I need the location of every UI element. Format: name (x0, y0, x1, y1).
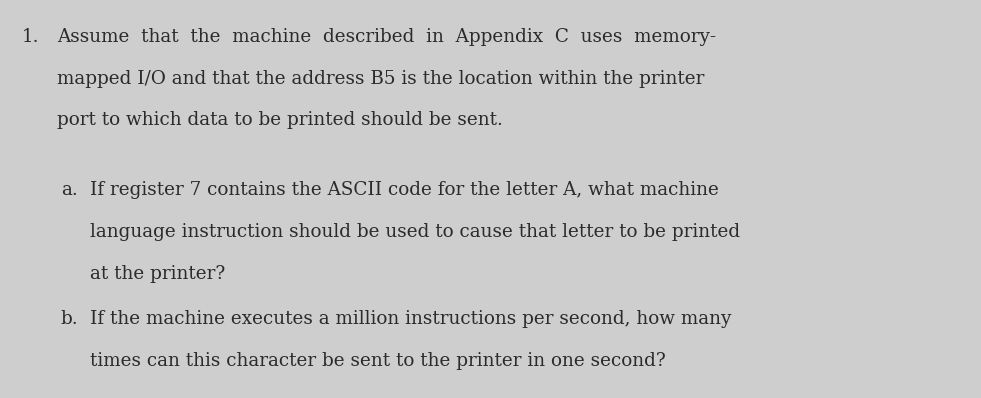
Text: language instruction should be used to cause that letter to be printed: language instruction should be used to c… (90, 223, 741, 241)
Text: times can this character be sent to the printer in one second?: times can this character be sent to the … (90, 352, 666, 370)
Text: Assume  that  the  machine  described  in  Appendix  C  uses  memory-: Assume that the machine described in App… (57, 28, 716, 46)
Text: port to which data to be printed should be sent.: port to which data to be printed should … (57, 111, 503, 129)
Text: at the printer?: at the printer? (90, 265, 226, 283)
Text: 1.: 1. (22, 28, 39, 46)
Text: If register 7 contains the ASCII code for the letter A, what machine: If register 7 contains the ASCII code fo… (90, 181, 719, 199)
Text: If the machine executes a million instructions per second, how many: If the machine executes a million instru… (90, 310, 732, 328)
Text: mapped I/O and that the address B5 is the location within the printer: mapped I/O and that the address B5 is th… (57, 70, 704, 88)
Text: a.: a. (61, 181, 77, 199)
Text: b.: b. (61, 310, 78, 328)
